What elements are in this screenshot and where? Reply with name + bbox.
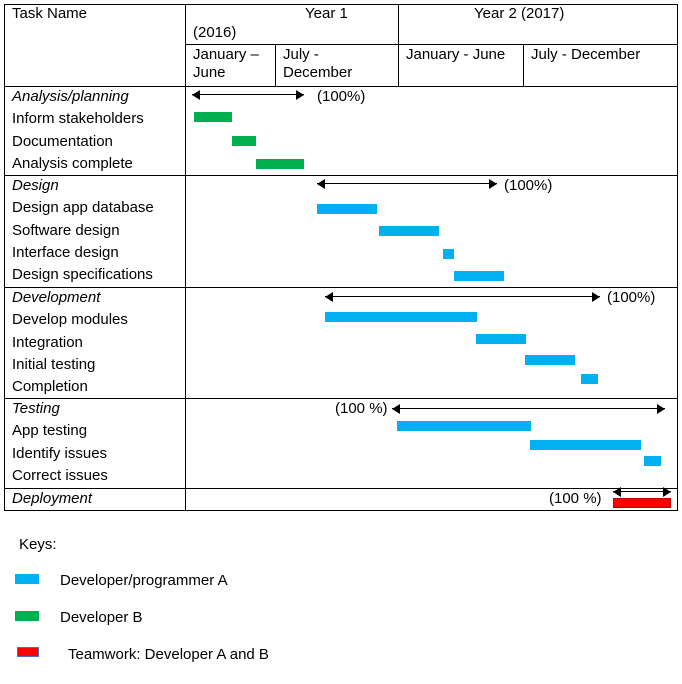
gantt-bar-completion: [581, 374, 598, 384]
group-title-deployment: Deployment: [12, 490, 93, 507]
group-divider-development: [4, 287, 678, 288]
group-title-design: Design: [12, 177, 59, 194]
task-name-header: Task Name: [12, 5, 88, 22]
gantt-bar-design-app-database: [317, 204, 377, 214]
gantt-bar-app-testing: [397, 421, 531, 431]
gantt-bar-software-design: [379, 226, 439, 236]
group-title-testing: Testing: [12, 400, 60, 417]
gantt-bar-documentation: [232, 136, 256, 146]
gantt-bar-identify-issues: [530, 440, 641, 450]
half-header-divider: [185, 44, 678, 45]
gantt-bar-deployment: [613, 498, 671, 508]
table-border-bottom: [4, 510, 678, 511]
header-bottom-line: [4, 86, 678, 87]
table-border-left: [4, 4, 5, 511]
y1-h2-header: July -: [283, 46, 319, 63]
task-label: Software design: [12, 222, 120, 239]
gantt-bar-initial-testing: [525, 355, 575, 365]
task-label: Inform stakeholders: [12, 110, 144, 127]
year2-header: Year 2 (2017): [474, 5, 565, 22]
key-swatch-teamwork: [17, 647, 39, 657]
group-title-analysis: Analysis/planning: [12, 88, 129, 105]
task-label: Initial testing: [12, 356, 96, 373]
task-label: Interface design: [12, 244, 119, 261]
gantt-bar-design-specifications: [454, 271, 504, 281]
task-column-divider: [185, 4, 186, 511]
key-label-developer-b: Developer B: [60, 609, 143, 626]
gantt-bar-correct-issues: [644, 456, 661, 466]
gantt-bar-integration: [476, 334, 526, 344]
gantt-bar-interface-design: [443, 249, 454, 259]
table-border-right: [677, 4, 678, 511]
table-border-top: [4, 4, 678, 5]
task-label: Develop modules: [12, 311, 128, 328]
task-label: Design specifications: [12, 266, 153, 283]
task-label: Integration: [12, 334, 83, 351]
key-swatch-developer-a: [15, 574, 39, 584]
y2-h1-header: January - June: [406, 46, 506, 63]
percent-label-analysis: (100%): [317, 88, 366, 105]
percent-label-development: (100%): [607, 289, 656, 306]
y1-h1-header: January –: [193, 46, 259, 63]
task-label: Identify issues: [12, 445, 108, 462]
task-label: Documentation: [12, 133, 113, 150]
group-title-development: Development: [12, 289, 101, 306]
span-arrow-testing: [392, 403, 665, 415]
span-arrow-design: [317, 178, 497, 190]
key-label-teamwork: Teamwork: Developer A and B: [68, 646, 269, 663]
keys-title: Keys:: [19, 536, 57, 553]
gantt-bar-inform-stakeholders: [194, 112, 232, 122]
task-label: App testing: [12, 422, 88, 439]
span-arrow-analysis: [192, 89, 304, 101]
gantt-bar-analysis-complete: [256, 159, 304, 169]
gantt-bar-develop-modules: [325, 312, 477, 322]
task-label: Design app database: [12, 199, 154, 216]
task-label: Completion: [12, 378, 88, 395]
key-label-developer-a: Developer/programmer A: [60, 572, 228, 589]
task-label: Correct issues: [12, 467, 108, 484]
group-divider-deployment: [4, 488, 678, 489]
group-divider-testing: [4, 398, 678, 399]
y2-h2-header: July - December: [531, 46, 641, 63]
year1-subheader: (2016): [193, 24, 237, 41]
y1-h2-header-line2: December: [283, 64, 353, 81]
year1-header: Year 1: [305, 5, 348, 22]
y2-half-divider: [523, 44, 524, 86]
group-divider-design: [4, 175, 678, 176]
percent-label-design: (100%): [504, 177, 553, 194]
year-divider: [398, 4, 399, 86]
percent-label-testing: (100 %): [335, 400, 388, 417]
percent-label-deployment: (100 %): [549, 490, 602, 507]
y1-h1-header-line2: June: [193, 64, 226, 81]
key-swatch-developer-b: [15, 611, 39, 621]
span-arrow-development: [325, 291, 600, 303]
span-arrow-deployment: [613, 486, 671, 498]
y1-half-divider: [275, 44, 276, 86]
task-label: Analysis complete: [12, 155, 133, 172]
